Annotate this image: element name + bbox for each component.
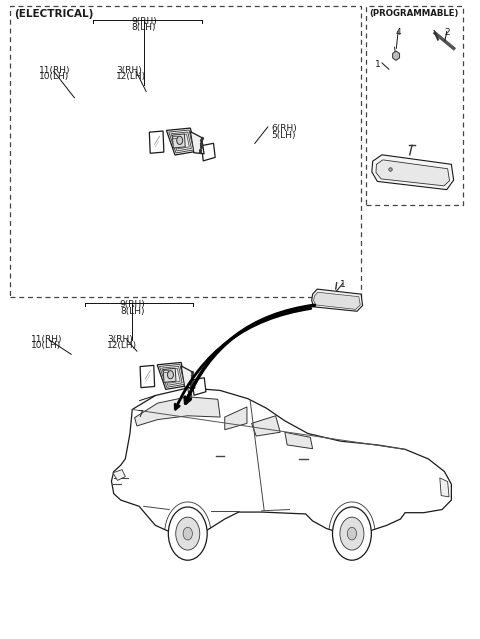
Text: 10(LH): 10(LH) xyxy=(32,341,62,350)
Text: 12(LH): 12(LH) xyxy=(107,341,137,350)
Text: (PROGRAMMABLE): (PROGRAMMABLE) xyxy=(369,9,458,18)
Text: (ELECTRICAL): (ELECTRICAL) xyxy=(14,9,94,19)
Polygon shape xyxy=(372,155,454,190)
Circle shape xyxy=(168,507,207,560)
Circle shape xyxy=(168,371,173,379)
Polygon shape xyxy=(313,292,360,309)
Polygon shape xyxy=(191,132,204,154)
Circle shape xyxy=(177,136,183,144)
Polygon shape xyxy=(113,470,125,481)
Text: 6(RH): 6(RH) xyxy=(271,125,297,134)
Circle shape xyxy=(176,517,200,550)
Circle shape xyxy=(348,527,357,540)
Text: 10(LH): 10(LH) xyxy=(39,72,69,81)
Polygon shape xyxy=(252,416,280,436)
Bar xyxy=(366,6,463,206)
Polygon shape xyxy=(181,366,195,389)
Polygon shape xyxy=(376,160,449,186)
Circle shape xyxy=(340,517,364,550)
Polygon shape xyxy=(172,134,185,148)
Text: 11(RH): 11(RH) xyxy=(32,335,63,344)
Text: 8(LH): 8(LH) xyxy=(132,23,156,32)
Text: 5(LH): 5(LH) xyxy=(271,131,296,140)
Polygon shape xyxy=(393,51,399,61)
Text: 2: 2 xyxy=(444,28,450,37)
Text: 7: 7 xyxy=(137,410,143,419)
Polygon shape xyxy=(167,128,195,155)
Polygon shape xyxy=(134,397,220,426)
Circle shape xyxy=(183,527,192,540)
Text: 8(LH): 8(LH) xyxy=(120,307,144,316)
Polygon shape xyxy=(159,364,184,387)
Polygon shape xyxy=(285,432,312,449)
Bar xyxy=(10,6,361,297)
Polygon shape xyxy=(111,388,451,534)
Text: 1: 1 xyxy=(374,60,380,69)
Text: 9(RH): 9(RH) xyxy=(131,17,156,26)
Polygon shape xyxy=(171,132,192,151)
Polygon shape xyxy=(162,366,182,385)
Polygon shape xyxy=(163,368,176,382)
Text: 9(RH): 9(RH) xyxy=(120,300,145,309)
Polygon shape xyxy=(312,289,362,311)
Polygon shape xyxy=(164,368,180,383)
Text: 1: 1 xyxy=(340,281,346,289)
Text: 3(RH): 3(RH) xyxy=(116,66,142,75)
Text: 12(LH): 12(LH) xyxy=(116,72,146,81)
Polygon shape xyxy=(225,407,247,429)
Polygon shape xyxy=(140,366,155,388)
Polygon shape xyxy=(173,134,190,149)
Polygon shape xyxy=(169,130,193,153)
Text: 3(RH): 3(RH) xyxy=(107,335,132,344)
Text: 11(RH): 11(RH) xyxy=(39,66,71,75)
Polygon shape xyxy=(202,143,215,161)
Circle shape xyxy=(333,507,372,560)
Polygon shape xyxy=(192,378,206,396)
Text: 4: 4 xyxy=(396,28,401,37)
Polygon shape xyxy=(157,362,186,389)
Polygon shape xyxy=(440,478,449,497)
Polygon shape xyxy=(149,131,164,153)
